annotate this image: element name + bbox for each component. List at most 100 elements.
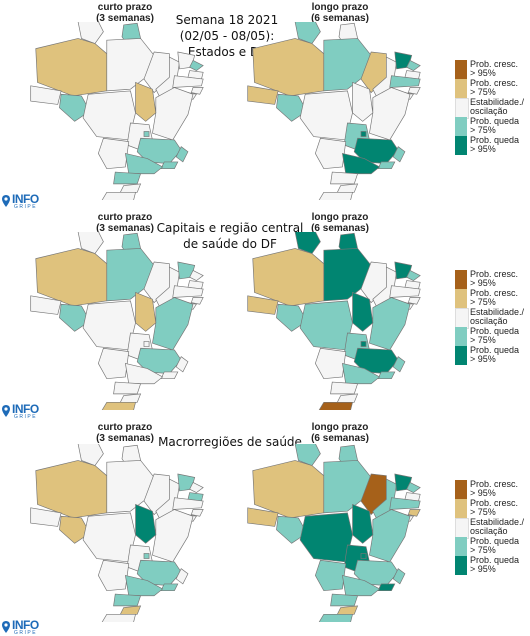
- legend-label: Estabilidade./ oscilação: [470, 517, 525, 536]
- state-region-rn: [406, 481, 421, 493]
- state-region-rr: [77, 22, 104, 44]
- state-region-rn: [189, 59, 204, 71]
- legend-item-prob-queda-75: Prob. queda > 75%: [455, 327, 530, 346]
- state-region-pe: [172, 285, 204, 298]
- state-region-df: [143, 553, 150, 559]
- logo-subtext: GRIPE: [14, 414, 38, 420]
- map-short-term: [30, 22, 204, 200]
- state-region-ba: [369, 297, 411, 351]
- legend: Prob. cresc. > 95% Prob. cresc. > 75% Esta…: [455, 270, 530, 365]
- state-region-rj: [160, 583, 179, 592]
- state-region-rn: [406, 59, 421, 71]
- logo-subtext: GRIPE: [14, 204, 38, 210]
- legend-item-prob-queda-95: Prob. queda > 95%: [455, 346, 530, 365]
- legend-label: Estabilidade./ oscilação: [470, 97, 525, 116]
- state-region-rj: [377, 583, 396, 592]
- legend-item-estabilidade: Estabilidade./ oscilação: [455, 517, 530, 539]
- legend-label: Prob. cresc. > 95%: [470, 479, 519, 498]
- state-region-ac: [247, 507, 279, 527]
- legend-swatch: [455, 346, 467, 365]
- legend-label: Prob. cresc. > 95%: [470, 269, 519, 288]
- state-region-ro: [276, 93, 308, 122]
- state-region-rj: [160, 371, 179, 380]
- state-region-df: [143, 341, 150, 347]
- right-map-label: longo prazo (6 semanas): [311, 422, 369, 444]
- legend-item-prob-cresc-75: Prob. cresc. > 75%: [455, 289, 530, 308]
- legend-swatch: [455, 499, 467, 518]
- state-region-sp: [124, 575, 164, 597]
- map-short-term: [30, 232, 204, 410]
- state-region-am: [252, 248, 325, 307]
- state-region-to: [135, 291, 157, 332]
- legend: Prob. cresc. > 95% Prob. cresc. > 75% Esta…: [455, 60, 530, 155]
- state-region-ro: [59, 303, 91, 332]
- state-region-to: [135, 503, 157, 544]
- legend-swatch: [455, 136, 467, 155]
- legend-item-prob-cresc-95: Prob. cresc. > 95%: [455, 270, 530, 289]
- state-region-ro: [59, 515, 91, 544]
- state-region-am: [35, 38, 108, 97]
- state-region-es: [392, 356, 406, 373]
- legend-label: Prob. queda > 75%: [470, 326, 520, 345]
- left-map-label: curto prazo (3 semanas): [96, 212, 154, 234]
- state-region-rr: [294, 232, 321, 254]
- state-region-ac: [247, 85, 279, 105]
- legend-label: Prob. queda > 75%: [470, 116, 520, 135]
- legend-label: Prob. queda > 95%: [470, 345, 520, 364]
- state-region-sc: [336, 393, 359, 403]
- right-map-label: longo prazo (6 semanas): [311, 2, 369, 24]
- map-long-term: [247, 22, 421, 200]
- state-region-mt: [82, 90, 136, 141]
- legend-label: Estabilidade./ oscilação: [470, 307, 525, 326]
- state-region-df: [360, 131, 367, 137]
- state-region-rn: [189, 269, 204, 281]
- state-region-sc: [336, 183, 359, 193]
- left-map-label: curto prazo (3 semanas): [96, 422, 154, 444]
- state-region-rs: [318, 402, 353, 410]
- panel-title: Macrorregiões de saúde: [158, 435, 302, 449]
- state-region-rr: [294, 22, 321, 44]
- state-region-sp: [124, 363, 164, 385]
- legend-item-prob-cresc-95: Prob. cresc. > 95%: [455, 480, 530, 499]
- state-region-mt: [299, 90, 353, 141]
- state-region-rn: [189, 481, 204, 493]
- legend-item-estabilidade: Estabilidade./ oscilação: [455, 307, 530, 329]
- state-region-rr: [77, 232, 104, 254]
- state-region-pr: [330, 593, 359, 607]
- state-region-ba: [152, 87, 194, 141]
- legend-swatch: [455, 537, 467, 556]
- state-region-rs: [101, 402, 136, 410]
- legend-swatch: [455, 518, 469, 539]
- location-pin-icon: [2, 621, 10, 633]
- state-region-ms: [314, 347, 347, 380]
- state-region-ms: [314, 137, 347, 170]
- right-map-label: longo prazo (6 semanas): [311, 212, 369, 234]
- state-region-ro: [276, 515, 308, 544]
- location-pin-icon: [2, 405, 10, 417]
- state-region-ac: [247, 295, 279, 315]
- legend-label: Prob. queda > 95%: [470, 135, 520, 154]
- state-region-mt: [299, 512, 353, 563]
- state-region-to: [352, 291, 374, 332]
- state-region-rs: [101, 614, 136, 622]
- state-region-sp: [124, 153, 164, 175]
- state-region-ms: [314, 559, 347, 592]
- state-region-rs: [101, 192, 136, 200]
- panel-estados: curto prazo (3 semanas) longo prazo (6 s…: [0, 0, 530, 210]
- state-region-to: [352, 81, 374, 122]
- state-region-al: [407, 509, 421, 517]
- state-region-ms: [97, 347, 130, 380]
- state-region-al: [190, 87, 204, 95]
- legend-label: Prob. cresc. > 75%: [470, 498, 519, 517]
- legend-item-prob-cresc-95: Prob. cresc. > 95%: [455, 60, 530, 79]
- map-long-term: [247, 232, 421, 410]
- state-region-ba: [369, 87, 411, 141]
- state-region-rs: [318, 614, 353, 622]
- location-pin-icon: [2, 195, 10, 207]
- state-region-rn: [406, 269, 421, 281]
- state-region-ms: [97, 137, 130, 170]
- state-region-al: [190, 297, 204, 305]
- state-region-al: [407, 87, 421, 95]
- state-region-to: [135, 81, 157, 122]
- state-region-ro: [59, 93, 91, 122]
